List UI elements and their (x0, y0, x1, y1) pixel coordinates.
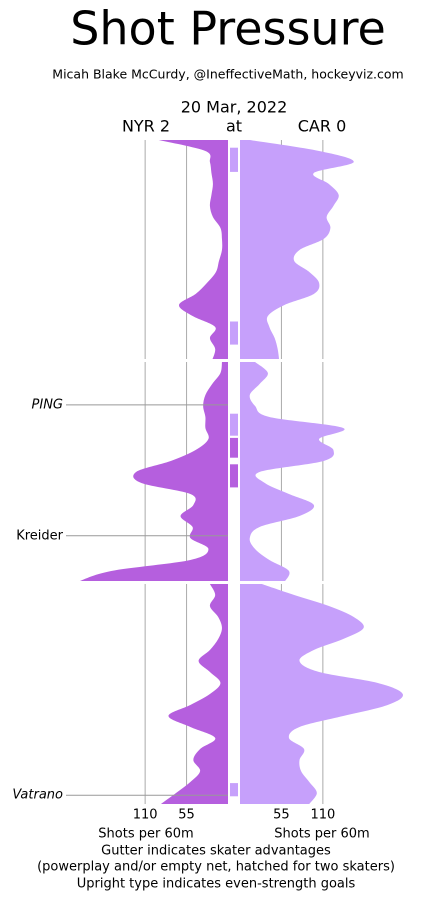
advantage (230, 413, 238, 436)
game-date: 20 Mar, 2022 (181, 98, 288, 117)
pressure-area (240, 584, 403, 804)
x-tick-label: 110 (133, 808, 158, 823)
pressure-area (240, 140, 354, 360)
chart-title: Shot Pressure (70, 2, 386, 56)
team-label: NYR 2 (122, 117, 170, 136)
note: (powerplay and/or empty net, hatched for… (37, 860, 395, 875)
pressure-area (158, 140, 228, 360)
advantage (230, 321, 238, 345)
goal-label: Vatrano (12, 788, 63, 803)
period-separator (0, 359, 431, 362)
axis-label: Shots per 60m (274, 827, 369, 842)
x-tick-label: 55 (178, 808, 195, 823)
note: Upright type indicates even-strength goa… (77, 877, 356, 892)
chart-subtitle: Micah Blake McCurdy, @IneffectiveMath, h… (52, 67, 403, 82)
note: Gutter indicates skater advantages (101, 844, 331, 859)
pressure-area (240, 362, 345, 582)
x-tick-label: 110 (310, 808, 335, 823)
separator: at (226, 117, 242, 136)
goal-label: Kreider (16, 528, 63, 543)
team-label: CAR 0 (298, 117, 347, 136)
goal-label: PING (32, 397, 63, 412)
axis-label: Shots per 60m (98, 827, 193, 842)
advantage (230, 783, 238, 797)
advantage (230, 464, 238, 488)
pressure-area (160, 584, 228, 804)
x-tick-label: 55 (273, 808, 290, 823)
period-separator (0, 581, 431, 584)
advantage (230, 437, 238, 458)
advantage (230, 147, 238, 172)
pressure-area (77, 362, 228, 582)
